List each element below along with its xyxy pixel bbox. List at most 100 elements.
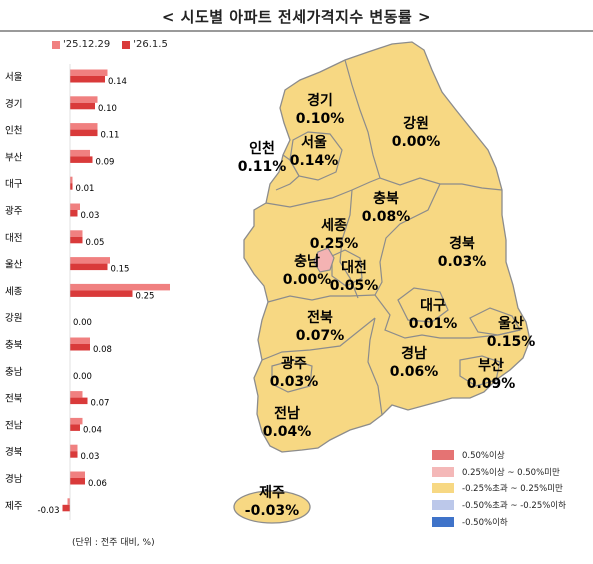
bar-category-label: 인천 <box>5 126 22 137</box>
bar-current <box>70 76 105 83</box>
bar-current <box>70 183 73 190</box>
bar-current <box>70 102 95 110</box>
bar-value-label: 0.00 <box>73 372 92 382</box>
region-name-label: 충남 <box>294 253 320 270</box>
region-value-label: -0.03% <box>245 503 299 519</box>
map-legend-item: -0.50%초과 ~ -0.25%이하 <box>432 497 566 514</box>
bar-value-label: 0.05 <box>86 238 105 248</box>
bar-value-label: 0.04 <box>83 425 102 435</box>
bar-current <box>70 397 88 405</box>
boundary-ulsan <box>469 307 521 336</box>
bar-current <box>70 210 78 217</box>
bar-prev <box>70 69 108 76</box>
region-value-label: 0.04% <box>263 424 312 440</box>
bar-category-label: 서울 <box>5 72 23 83</box>
legend-swatch-current <box>122 40 131 49</box>
bar-current <box>62 504 70 512</box>
boundary-jeolla-gyeongnam <box>367 317 383 416</box>
bar-current <box>70 263 108 271</box>
map-legend-item: -0.50%이하 <box>432 513 566 530</box>
bar-category-label: 부산 <box>5 152 23 163</box>
bar-value-label: 0.03 <box>81 452 100 462</box>
map-legend-item: 0.25%이상 ~ 0.50%미만 <box>432 464 566 481</box>
region-name-label: 제주 <box>259 485 285 501</box>
bar-value-label: 0.15 <box>111 265 130 275</box>
boundary-chungbuk-chungnam <box>339 189 359 299</box>
bar-prev <box>70 283 170 291</box>
bar-prev <box>70 444 78 452</box>
boundary-daegu <box>397 287 449 323</box>
bar-value-label: 0.25 <box>136 291 155 301</box>
boundary-daejeon <box>331 249 363 287</box>
map-legend-swatch <box>432 466 454 477</box>
bar-category-label: 충북 <box>5 340 23 351</box>
region-name-label: 경북 <box>449 235 475 252</box>
region-name-label: 세종 <box>321 218 347 234</box>
bar-current <box>70 129 98 137</box>
boundary-chungbuk-gyeongbuk <box>374 183 441 296</box>
bar-value-label: 0.10 <box>98 104 117 114</box>
boundary-busan <box>459 355 501 387</box>
bar-value-label: -0.03 <box>38 506 60 516</box>
map-legend: 0.50%이상 0.25%이상 ~ 0.50%미만 -0.25%초과 ~ 0.25%… <box>432 447 566 530</box>
province-boundaries <box>261 59 521 416</box>
boundary-gyeonggi-chungcheong <box>265 177 381 208</box>
map-legend-label: -0.25%초과 ~ 0.25%미만 <box>462 484 563 495</box>
bar-prev <box>70 471 85 478</box>
legend-item-current: '26.1.5 <box>122 39 168 50</box>
bar-prev <box>67 498 70 505</box>
bar-category-label: 광주 <box>5 205 23 217</box>
bar-prev <box>70 391 83 398</box>
region-name-label: 광주 <box>281 355 307 372</box>
bar-category-label: 충남 <box>5 367 23 378</box>
region-value-label: 0.01% <box>409 316 458 332</box>
bar-current <box>70 344 90 351</box>
chart-title: < 시도별 아파트 전세가격지수 변동률 > <box>161 8 432 26</box>
bar-category-label: 울산 <box>5 260 23 271</box>
boundary-jeonbuk-jeonnam <box>261 317 376 361</box>
bar-prev <box>70 337 90 344</box>
map-legend-swatch <box>432 516 454 527</box>
bar-category-label: 대전 <box>5 233 22 244</box>
bar-category-label: 경기 <box>5 98 22 110</box>
legend-item-prev: '25.12.29 <box>52 39 110 50</box>
bar-chart: 서울 0.14 경기 0.10 인천 0.11 부산 0.09 대구 0.01 광주 0.03 대전 0.… <box>5 64 170 520</box>
bar-category-label: 제주 <box>5 501 23 512</box>
legend-label-prev: '25.12.29 <box>63 39 111 50</box>
bar-value-label: 0.14 <box>108 77 127 87</box>
map-legend-swatch <box>432 500 454 511</box>
map-legend-swatch <box>432 483 454 494</box>
bar-prev <box>70 257 110 264</box>
bar-current <box>70 236 83 244</box>
bar-prev <box>70 149 90 157</box>
bar-value-label: 0.06 <box>88 479 107 489</box>
bar-category-label: 경남 <box>5 473 23 485</box>
bar-category-label: 전북 <box>5 394 23 405</box>
region-value-label: 0.15% <box>487 334 536 350</box>
bar-category-label: 경북 <box>5 446 23 458</box>
bar-value-label: 0.11 <box>101 131 120 141</box>
map-legend-label: -0.50%초과 ~ -0.25%이하 <box>462 501 566 512</box>
map-labels: 경기 0.10% 강원 0.00% 인천 0.11% 서울 0.14% 충북 0.08% 세종 0.2… <box>238 92 536 519</box>
region-value-label: 0.05% <box>330 278 379 294</box>
bar-prev <box>70 417 83 425</box>
jeju-shape <box>233 490 311 524</box>
bar-value-label: 0.08 <box>93 345 112 355</box>
map-legend-item: -0.25%초과 ~ 0.25%미만 <box>432 480 566 497</box>
bar-value-label: 0.01 <box>76 184 95 194</box>
bar-prev <box>70 123 98 130</box>
region-name-label: 강원 <box>403 115 429 132</box>
legend-label-current: '26.1.5 <box>133 39 168 50</box>
boundary-gyeongbuk-gyeongnam <box>374 294 521 339</box>
bar-category-label: 대구 <box>5 179 23 190</box>
region-name-label: 부산 <box>478 357 504 374</box>
sejong-shape <box>313 247 335 273</box>
region-value-label: 0.09% <box>467 376 516 392</box>
region-name-label: 울산 <box>498 315 524 332</box>
region-value-label: 0.07% <box>296 328 345 344</box>
bar-value-label: 0.07 <box>91 399 110 409</box>
bar-value-label: 0.09 <box>96 157 115 167</box>
bar-value-label: 0.03 <box>81 211 100 221</box>
region-name-label: 경남 <box>401 345 427 362</box>
